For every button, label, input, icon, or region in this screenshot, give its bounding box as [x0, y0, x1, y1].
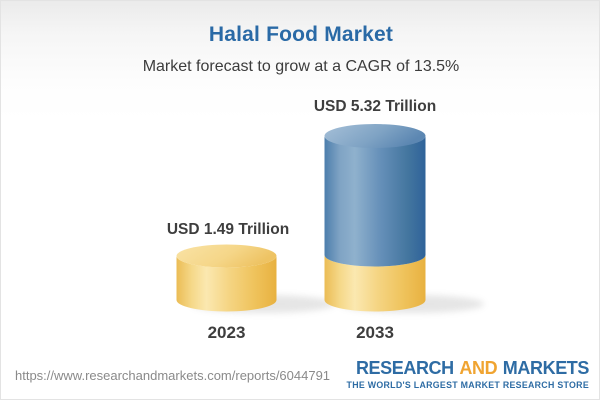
category-label-2033: 2033: [356, 323, 394, 342]
category-label-2023: 2023: [208, 323, 246, 342]
bar-2023-body: [176, 256, 277, 312]
bar-2023-top: [176, 244, 277, 268]
report-url: https://www.researchandmarkets.com/repor…: [15, 368, 331, 383]
logo-word-markets: MARKETS: [502, 358, 590, 378]
footer: https://www.researchandmarkets.com/repor…: [1, 355, 599, 399]
bar-2033-base-segment: [324, 255, 426, 312]
bar-2033-growth-segment: [324, 136, 426, 267]
bar-2033-top: [324, 124, 426, 148]
logo-word-and: AND: [459, 358, 498, 378]
logo-tagline: THE WORLD'S LARGEST MARKET RESEARCH STOR…: [346, 380, 589, 390]
logo-word-research: RESEARCH: [355, 358, 454, 378]
page-subtitle: Market forecast to grow at a CAGR of 13.…: [142, 58, 460, 75]
research-and-markets-logo: RESEARCH AND MARKETS THE WORLD'S LARGEST…: [346, 358, 590, 391]
bar-2023: [176, 244, 277, 312]
page-title: Halal Food Market: [208, 23, 394, 46]
header: Halal Food Market Market forecast to gro…: [1, 1, 599, 76]
logo-wordmark: RESEARCH AND MARKETS: [347, 358, 589, 379]
value-label-2033: USD 5.32 Trillion: [314, 98, 436, 115]
bar-2033: [324, 124, 426, 312]
value-label-2023: USD 1.49 Trillion: [167, 221, 289, 238]
